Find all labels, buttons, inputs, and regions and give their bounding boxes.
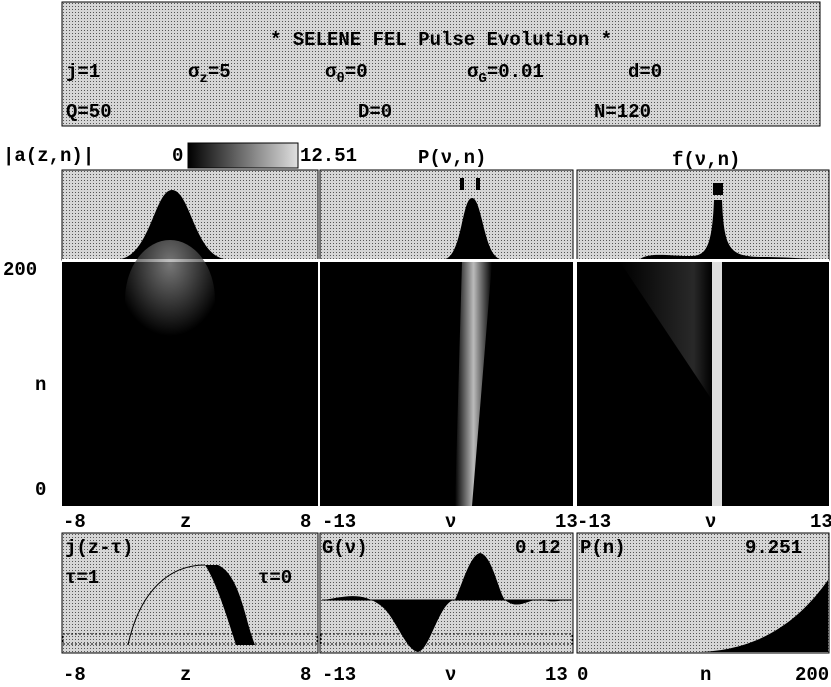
colorbar	[187, 142, 299, 169]
panel-label: 9.251	[745, 537, 802, 559]
param: σθ=0	[325, 61, 368, 87]
param-sub: θ	[336, 71, 344, 87]
profiles	[61, 169, 830, 261]
param-base: σ	[188, 61, 200, 83]
n-axis-label: n	[35, 374, 46, 396]
param: σG=0.01	[467, 61, 544, 87]
x-axis-label: -13	[577, 511, 611, 533]
param-base: j=1	[66, 61, 100, 83]
param-base: N=120	[594, 101, 651, 123]
x-axis-label: 8	[300, 664, 311, 686]
panel-title: f(ν,n)	[672, 149, 740, 171]
colorbar-max: 12.51	[300, 145, 357, 167]
param-base: σ	[467, 61, 479, 83]
param-value: =0	[345, 61, 368, 83]
x-axis-label: 13	[545, 664, 568, 686]
param-base: D=0	[358, 101, 392, 123]
params: j=1 σz=5 σθ=0 σG=0.01 d=0Q=50 D=0 N=120	[66, 61, 662, 123]
param: D=0	[358, 101, 392, 123]
panel-label: 0.12	[515, 537, 561, 559]
x-axis-label: -8	[63, 664, 86, 686]
param-sub: z	[199, 71, 207, 87]
x-axis-label: -13	[322, 511, 356, 533]
maps	[62, 240, 829, 506]
x-axis-label: 200	[795, 664, 829, 686]
x-axis-label: z	[180, 664, 191, 686]
param: N=120	[594, 101, 651, 123]
param: d=0	[628, 61, 662, 83]
param-sub: G	[478, 71, 486, 87]
x-axis-label: ν	[445, 511, 456, 533]
colorbar-label: |a(z,n)|	[3, 145, 94, 167]
n-axis-bottom: 0	[35, 479, 46, 501]
x-axis-label: -8	[63, 511, 86, 533]
bottom-labels: j(z-τ) τ=1 τ=0 G(ν) 0.12 P(n) 9.251	[65, 537, 802, 589]
x-axis-label: ν	[705, 511, 716, 533]
x-axis-label: -13	[322, 664, 356, 686]
x-axis-label: n	[700, 664, 711, 686]
x-axes: -8 z 8 -13 ν 13 -13 ν 13-8 z 8 -13 ν 13 0 n 200	[63, 511, 831, 686]
param-base: σ	[325, 61, 337, 83]
param-value: =0.01	[487, 61, 544, 83]
param: Q=50	[66, 101, 112, 123]
x-axis-label: 8	[300, 511, 311, 533]
param-base: d=0	[628, 61, 662, 83]
panel-label: τ=0	[258, 567, 292, 589]
x-axis-label: 13	[810, 511, 831, 533]
panel-label: G(ν)	[322, 537, 368, 559]
title: * SELENE FEL Pulse Evolution *	[270, 29, 612, 51]
param-base: Q=50	[66, 101, 112, 123]
header-box	[61, 1, 821, 127]
panel-label: P(n)	[580, 537, 626, 559]
panel-label: τ=1	[65, 567, 99, 589]
param: σz=5	[188, 61, 231, 87]
param: j=1	[66, 61, 100, 83]
panel-label: j(z-τ)	[65, 537, 133, 559]
x-axis-label: 0	[577, 664, 588, 686]
x-axis-label: z	[180, 511, 191, 533]
bottom-panels	[61, 532, 830, 654]
panel-title: P(ν,n)	[418, 147, 486, 169]
n-axis-top: 200	[3, 259, 37, 281]
param-value: =5	[208, 61, 231, 83]
x-axis-label: ν	[445, 664, 456, 686]
colorbar-min: 0	[172, 145, 183, 167]
x-axis-label: 13	[555, 511, 578, 533]
